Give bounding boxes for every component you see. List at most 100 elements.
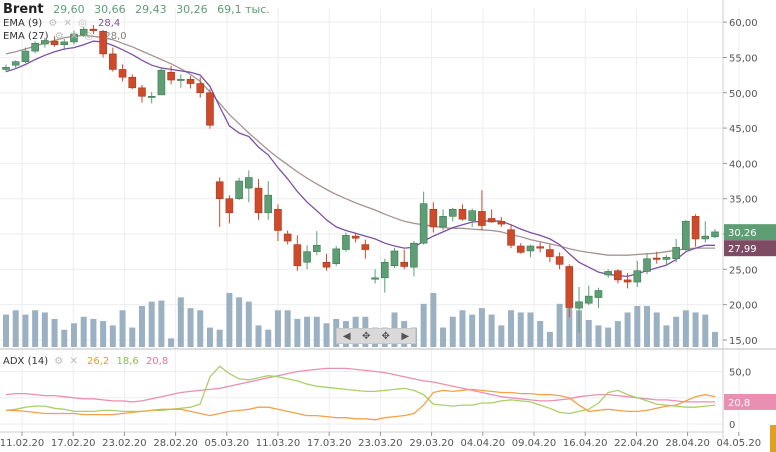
candle-up <box>79 27 88 37</box>
candle-up <box>672 238 680 263</box>
candle-up <box>31 41 39 54</box>
candle-body <box>575 301 583 309</box>
volume-bar <box>585 320 592 347</box>
candle-body <box>439 216 447 228</box>
volume-bar <box>653 312 660 347</box>
candle-body <box>312 245 321 252</box>
candle-down <box>614 269 622 284</box>
candle-body <box>138 87 146 97</box>
settings-icon[interactable]: ⚙ <box>48 18 58 29</box>
volume-bar <box>313 316 320 347</box>
adx-line-green <box>5 365 716 415</box>
candle-down <box>536 242 544 253</box>
candle-body <box>536 246 544 249</box>
close-icon[interactable]: ✕ <box>69 356 78 367</box>
candle-up <box>575 286 583 333</box>
candle-down <box>623 272 632 289</box>
y-tick-label: 50,00 <box>729 89 758 100</box>
open-value: 29,60 <box>53 3 85 16</box>
candle-up <box>177 74 185 88</box>
candle-up <box>662 255 671 266</box>
candle-down <box>118 64 127 82</box>
visibility-icon[interactable]: ◎ <box>84 31 94 42</box>
x-tick-label: 17.03.20 <box>307 438 352 449</box>
adx-legend[interactable]: ADX (14) ⚙ ✕ 26,2 18,6 20,8 <box>3 356 168 367</box>
volume-bar <box>12 310 19 347</box>
scroll-left-button[interactable]: ◀ <box>342 330 351 342</box>
volume-bar <box>294 318 301 347</box>
close-value: 30,26 <box>176 3 208 16</box>
candle-body <box>429 208 438 228</box>
volume-bar <box>158 300 165 347</box>
volume-bar <box>527 312 534 347</box>
candle-body <box>50 40 59 46</box>
candle-down <box>351 232 360 243</box>
reset-button[interactable]: ✥ <box>381 330 390 342</box>
volume-bar <box>605 327 612 347</box>
candle-down <box>89 24 98 35</box>
candle-down <box>497 217 506 227</box>
candle-body <box>89 28 98 31</box>
settings-icon[interactable]: ⚙ <box>54 356 64 367</box>
visibility-icon[interactable]: ◎ <box>78 18 87 29</box>
volume-bar <box>624 312 631 347</box>
ema27-legend[interactable]: EMA (27) ⚙ ✕ ◎ 28,0 <box>3 31 127 42</box>
high-value: 30,66 <box>94 3 126 16</box>
volume-bar <box>469 314 476 347</box>
candle-down <box>206 89 214 129</box>
candle-up <box>643 253 651 275</box>
volume-bar <box>41 312 48 347</box>
pan-button[interactable]: ✥ <box>362 330 371 342</box>
candle-up <box>390 248 399 268</box>
adx-tick-label: 50,0 <box>729 368 751 379</box>
candle-up <box>303 245 311 270</box>
candle-body <box>672 247 680 260</box>
candle-body <box>157 69 166 96</box>
candle-down <box>215 177 224 227</box>
volume-bar <box>177 297 184 347</box>
volume-bar <box>430 293 437 347</box>
candle-body <box>70 33 78 43</box>
candle-down <box>50 36 59 47</box>
volume-bar <box>546 331 553 347</box>
x-tick-label: 16.04.20 <box>563 438 608 449</box>
candle-body <box>410 242 418 268</box>
settings-icon[interactable]: ⚙ <box>54 31 64 42</box>
candle-up <box>439 209 447 231</box>
volume-bar <box>22 314 29 347</box>
candle-body <box>565 266 574 308</box>
candle-body <box>225 198 234 214</box>
adx-value-1: 26,2 <box>87 356 110 367</box>
adx-value-badge: 20,8 <box>728 398 750 409</box>
candle-body <box>458 208 467 220</box>
candle-down <box>283 230 292 245</box>
candle-body <box>701 235 710 240</box>
y-tick-label: 40,00 <box>729 159 758 170</box>
volume-bar <box>61 329 68 347</box>
candle-up <box>468 208 476 227</box>
ema9-legend[interactable]: EMA (9) ⚙ ✕ ◎ 28,4 <box>3 18 120 29</box>
scroll-right-button[interactable]: ▶ <box>401 330 410 342</box>
candle-up <box>147 92 156 104</box>
candle-up <box>245 170 253 203</box>
ema27-value: 28,0 <box>104 31 127 42</box>
candle-down <box>487 209 496 223</box>
adx-line-pink <box>5 367 715 403</box>
candle-up <box>604 269 612 278</box>
candle-body <box>60 41 69 46</box>
y-tick-label: 60,00 <box>729 18 758 29</box>
volume-bar <box>459 310 466 347</box>
candle-up <box>60 39 69 51</box>
adx-value-badge-bg <box>724 393 776 410</box>
volume-bar <box>216 329 223 347</box>
candle-body <box>41 40 49 45</box>
candle-down <box>652 251 661 264</box>
close-icon[interactable]: ✕ <box>69 31 79 42</box>
candle-down <box>254 178 263 220</box>
close-icon[interactable]: ✕ <box>63 18 72 29</box>
candle-up <box>41 37 49 48</box>
candle-down <box>555 252 564 270</box>
candle-down <box>186 75 195 89</box>
